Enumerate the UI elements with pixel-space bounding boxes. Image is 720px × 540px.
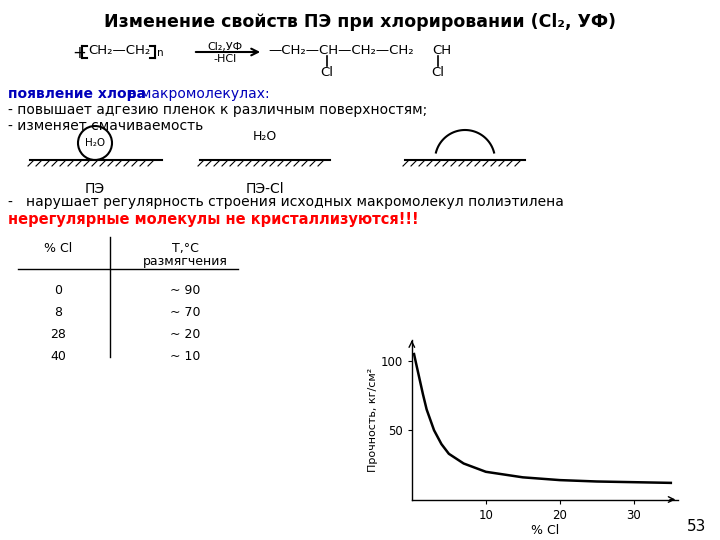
Text: 0: 0 — [54, 284, 62, 297]
Text: CH₂—CH₂: CH₂—CH₂ — [88, 44, 150, 57]
Text: n: n — [157, 48, 163, 58]
Text: - повышает адгезию пленок к различным поверхностям;: - повышает адгезию пленок к различным по… — [8, 103, 427, 117]
Text: CH: CH — [432, 44, 451, 57]
Text: ПЭ-Cl: ПЭ-Cl — [246, 182, 284, 196]
Text: -   нарушает регулярность строения исходных макромолекул полиэтилена: - нарушает регулярность строения исходны… — [8, 195, 564, 209]
Text: —CH₂—CH—CH₂—CH₂: —CH₂—CH—CH₂—CH₂ — [268, 44, 413, 57]
Text: ПЭ: ПЭ — [85, 182, 105, 196]
Y-axis label: Прочность, кг/см²: Прочность, кг/см² — [368, 368, 378, 472]
Text: % Cl: % Cl — [44, 242, 72, 255]
Text: H₂O: H₂O — [85, 138, 105, 148]
Text: ~ 70: ~ 70 — [170, 306, 200, 319]
Text: Изменение свойств ПЭ при хлорировании (Cl₂, УФ): Изменение свойств ПЭ при хлорировании (C… — [104, 13, 616, 31]
Text: +: + — [72, 44, 86, 62]
Text: появление хлора: появление хлора — [8, 87, 146, 101]
Text: 53: 53 — [687, 519, 706, 534]
Text: Cl: Cl — [320, 66, 333, 79]
Text: ~ 20: ~ 20 — [170, 328, 200, 341]
Text: нерегулярные молекулы не кристаллизуются!!!: нерегулярные молекулы не кристаллизуются… — [8, 212, 418, 227]
Text: -HCl: -HCl — [213, 54, 237, 64]
Text: 40: 40 — [50, 350, 66, 363]
Text: ~ 90: ~ 90 — [170, 284, 200, 297]
Text: Cl₂,УФ: Cl₂,УФ — [207, 42, 243, 52]
Text: ~ 10: ~ 10 — [170, 350, 200, 363]
Text: 28: 28 — [50, 328, 66, 341]
Text: Cl: Cl — [431, 66, 444, 79]
Text: размягчения: размягчения — [143, 255, 228, 268]
Text: H₂O: H₂O — [253, 130, 277, 143]
X-axis label: % Cl: % Cl — [531, 524, 559, 537]
Text: в макромолекулах:: в макромолекулах: — [124, 87, 269, 101]
Text: T,°C: T,°C — [171, 242, 199, 255]
Text: 8: 8 — [54, 306, 62, 319]
Text: - изменяет смачиваемость: - изменяет смачиваемость — [8, 119, 203, 133]
